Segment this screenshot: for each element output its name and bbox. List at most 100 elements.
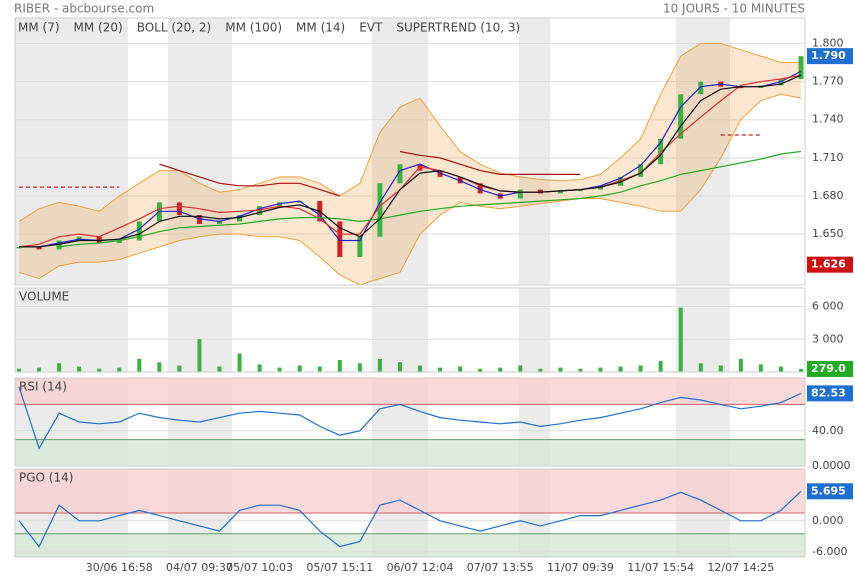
- value-marker: [807, 256, 853, 273]
- bar: [418, 365, 423, 372]
- y-tick-label: 3 000: [812, 332, 844, 345]
- bar: [377, 358, 382, 372]
- zone: [15, 469, 805, 513]
- y-tick-label: 0.000: [812, 514, 844, 527]
- candle: [357, 236, 363, 258]
- bollinger-upper: [18, 42, 801, 222]
- bar: [57, 363, 62, 372]
- bar: [478, 368, 483, 372]
- zone: [15, 439, 805, 466]
- panel: [15, 469, 805, 557]
- bar: [498, 367, 503, 372]
- candle: [76, 236, 82, 241]
- candle: [798, 56, 804, 80]
- candle: [377, 183, 383, 237]
- legend-entry: MM (20): [74, 21, 123, 35]
- candle: [678, 94, 684, 139]
- value-marker-label: 82.53: [811, 386, 846, 399]
- day-band: [519, 18, 550, 285]
- panel: [15, 378, 805, 466]
- bar: [337, 360, 342, 372]
- candle: [577, 189, 583, 192]
- candle: [237, 215, 243, 222]
- y-tick-label: 1.740: [812, 113, 844, 126]
- zone: [15, 378, 805, 405]
- bar: [658, 361, 663, 372]
- bar: [257, 364, 262, 372]
- value-marker: [807, 385, 853, 402]
- candle: [397, 164, 403, 184]
- y-tick-label: 1.710: [812, 151, 844, 164]
- indicator-line: [18, 386, 802, 450]
- candle: [517, 189, 523, 199]
- y-tick-label: 40.00: [812, 424, 844, 437]
- value-marker-label: 1.790: [811, 49, 846, 62]
- x-tick-label: 11/07 15:54: [627, 561, 694, 574]
- bar: [738, 358, 743, 372]
- series-line: [19, 134, 761, 188]
- day-band: [676, 18, 730, 285]
- bar: [578, 368, 583, 372]
- bar: [458, 366, 463, 372]
- bollinger-lower: [18, 93, 802, 285]
- legend-entry: MM (100): [225, 21, 282, 35]
- value-marker: [807, 483, 853, 500]
- candle: [136, 221, 142, 241]
- bar: [197, 339, 202, 372]
- candle: [557, 190, 563, 194]
- panel-title: VOLUME: [19, 290, 69, 304]
- candle: [778, 79, 784, 86]
- y-tick-label: 1.680: [812, 189, 844, 202]
- bar: [97, 368, 102, 372]
- legend-entry: MM (7): [18, 21, 60, 35]
- candle: [537, 189, 543, 194]
- candle: [116, 240, 122, 244]
- candle: [96, 236, 102, 244]
- legend-entry: SUPERTREND (10, 3): [396, 21, 520, 35]
- bar: [799, 368, 803, 372]
- panel: [15, 42, 805, 285]
- bar: [638, 365, 643, 372]
- period: 10 JOURS - 10 MINUTES: [663, 2, 805, 16]
- x-tick-label: 06/07 12:04: [387, 561, 454, 574]
- bar: [17, 368, 21, 372]
- legend-entry: EVT: [359, 21, 383, 35]
- candle: [56, 240, 62, 250]
- legend-entry: MM (14): [296, 21, 345, 35]
- bar: [758, 364, 763, 372]
- y-tick-label: 1.770: [812, 75, 844, 88]
- bar: [137, 358, 142, 372]
- x-tick-label: 05/07 15:11: [306, 561, 373, 574]
- series-line: [59, 150, 802, 248]
- bar: [237, 353, 242, 372]
- panel-border: [14, 287, 806, 373]
- day-band: [372, 288, 428, 372]
- bar: [177, 365, 182, 372]
- panel-border: [14, 377, 806, 467]
- panel-border: [14, 468, 806, 558]
- candle: [257, 206, 263, 216]
- panel-title: PGO (14): [19, 471, 73, 485]
- day-band: [676, 288, 730, 372]
- panel: [15, 306, 805, 372]
- bar: [558, 367, 563, 372]
- candle: [597, 185, 603, 190]
- bar: [297, 365, 302, 372]
- bar: [397, 362, 402, 372]
- bar: [698, 363, 703, 372]
- candle: [217, 221, 223, 224]
- candle: [176, 202, 182, 216]
- y-tick-label: 0.0000: [812, 459, 851, 472]
- bar: [778, 366, 783, 372]
- value-marker-label: 1.626: [811, 258, 846, 271]
- y-tick-label: 6 000: [812, 300, 844, 313]
- value-marker: [807, 48, 853, 65]
- bollinger-band: [19, 43, 801, 285]
- bar: [317, 366, 322, 372]
- bar: [117, 367, 122, 372]
- panel-border: [14, 17, 806, 286]
- site-title: RIBER - abcbourse.com: [14, 2, 154, 16]
- candle: [277, 202, 283, 207]
- x-tick-label: 30/06 16:58: [86, 561, 153, 574]
- indicator-line: [18, 490, 802, 548]
